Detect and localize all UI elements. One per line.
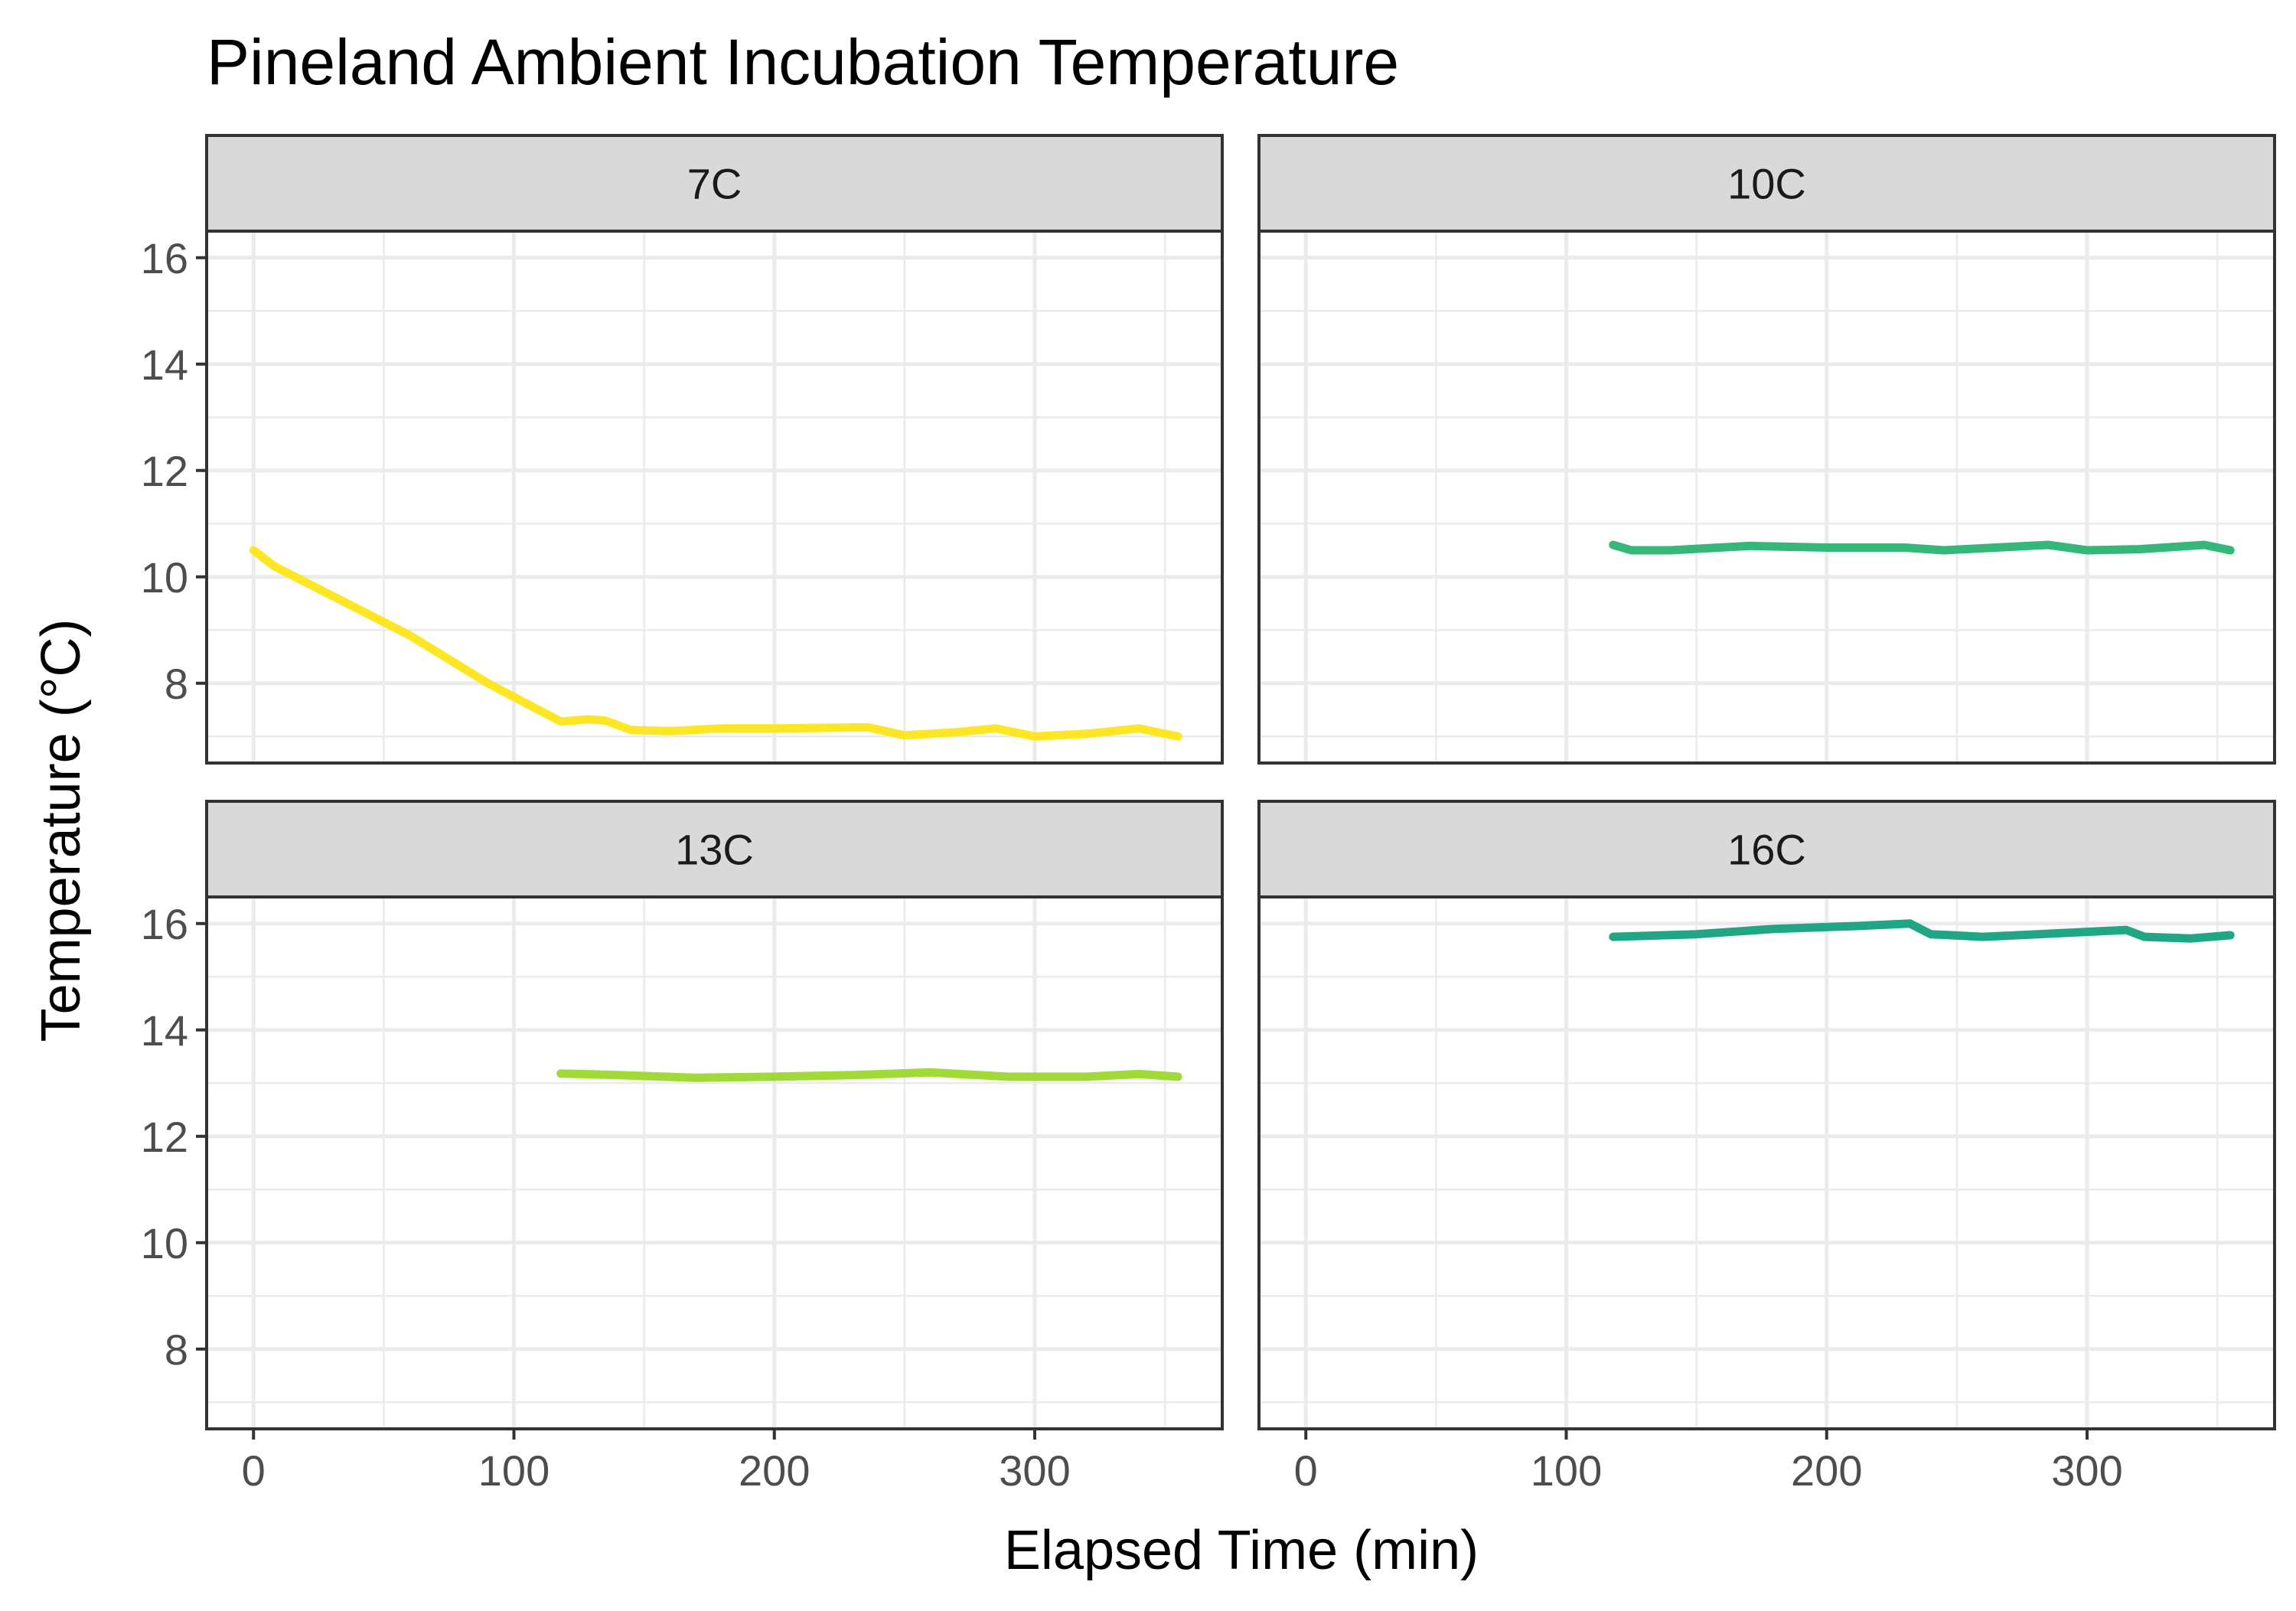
series-line-13C bbox=[556, 1068, 1182, 1082]
x-axis-title: Elapsed Time (min) bbox=[1004, 1520, 1479, 1581]
facet-panels: 7C 8 10 12 14 16 10C 13C 8 10 12 14 16 0 100 200 300 16C 0… bbox=[141, 134, 2276, 1495]
x-tick-label: 300 bbox=[999, 1446, 1070, 1495]
panel-13C: 13C 8 10 12 14 16 0 100 200 300 bbox=[141, 800, 1224, 1495]
x-tick-label: 100 bbox=[478, 1446, 550, 1495]
y-tick-label: 16 bbox=[141, 234, 188, 282]
x-tick-label: 300 bbox=[2051, 1446, 2122, 1495]
x-tick-label: 200 bbox=[739, 1446, 810, 1495]
x-tick-label: 0 bbox=[1294, 1446, 1318, 1495]
facet-strip bbox=[1257, 800, 2276, 898]
y-tick-label: 8 bbox=[165, 1326, 188, 1374]
y-tick-label: 16 bbox=[141, 900, 188, 948]
series-line-7C bbox=[249, 546, 1182, 741]
y-tick-label: 8 bbox=[165, 660, 188, 708]
facet-label: 10C bbox=[1727, 160, 1806, 208]
y-tick-label: 14 bbox=[141, 341, 188, 389]
facet-strip bbox=[205, 800, 1224, 898]
y-axis-title: Temperature (°C) bbox=[31, 619, 92, 1042]
y-tick-label: 12 bbox=[141, 447, 188, 495]
facet-label: 13C bbox=[675, 826, 754, 874]
facet-strip bbox=[1257, 134, 2276, 233]
facet-strip bbox=[205, 134, 1224, 233]
panel-7C: 7C 8 10 12 14 16 bbox=[141, 134, 1224, 765]
x-tick-label: 200 bbox=[1791, 1446, 1862, 1495]
panel-16C: 16C 0 100 200 300 bbox=[1257, 800, 2276, 1495]
y-tick-label: 10 bbox=[141, 553, 188, 602]
x-tick-label: 0 bbox=[242, 1446, 266, 1495]
series-line-10C bbox=[1609, 540, 2235, 555]
y-tick-label: 12 bbox=[141, 1113, 188, 1161]
panel-10C: 10C bbox=[1257, 134, 2276, 765]
x-tick-label: 100 bbox=[1531, 1446, 1602, 1495]
series-line-16C bbox=[1609, 919, 2235, 943]
chart-title: Pineland Ambient Incubation Temperature bbox=[207, 26, 1399, 98]
y-tick-label: 10 bbox=[141, 1219, 188, 1267]
facet-label: 7C bbox=[687, 160, 742, 208]
y-tick-label: 14 bbox=[141, 1006, 188, 1055]
facet-label: 16C bbox=[1727, 826, 1806, 874]
